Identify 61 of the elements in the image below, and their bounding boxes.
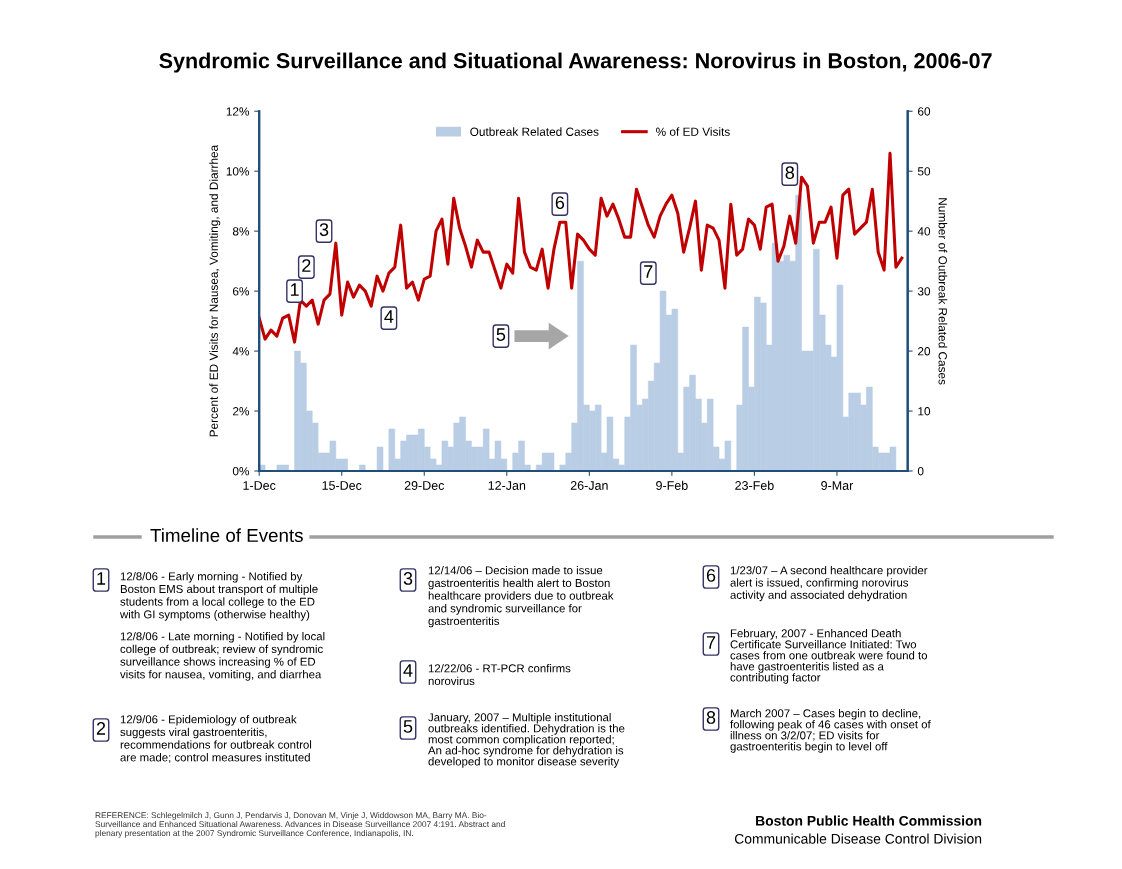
x-tick-label: 26-Jan (570, 481, 608, 490)
annotation: 7 (644, 265, 653, 278)
annotation: 4 (384, 310, 394, 323)
y-tick-label: 4% (232, 347, 250, 356)
x-tick-label: 23-Feb (735, 480, 774, 490)
line-series (259, 151, 904, 344)
text: January, 2007 – Multiple institutional outbreaks identified. Dehydration is the most common complication reported; An ad-hoc syndrome for dehydration is developed to monitor disease severity (428, 713, 625, 768)
y2-axis-title: Number of Outbreak Related Cases (938, 198, 948, 385)
y-tick-label: 10% (226, 167, 250, 176)
annotation: 2 (302, 259, 311, 272)
text: Timeline of Events (150, 528, 303, 543)
y-tick-label: 0% (232, 467, 250, 476)
bar (388, 428, 396, 471)
y-tick-label: 12% (226, 107, 250, 116)
text: 7 (706, 636, 716, 649)
text: 4 (403, 664, 413, 677)
y2-tick-label: 40 (917, 227, 931, 236)
text: 1/23/07 – A second healthcare provider alert is issued, confirming norovirus activity and associated dehydration (730, 566, 928, 602)
annotation: 8 (785, 166, 795, 180)
chart-title: Syndromic Surveillance and Situational Awareness: Norovirus in Boston, 2006-07 (159, 52, 992, 73)
y-tick-label: 8% (232, 227, 250, 236)
text: 8 (706, 711, 716, 724)
legend-label: Outbreak Related Cases (470, 127, 599, 136)
y2-tick-label: 30 (917, 287, 931, 296)
y2-tick-label: 50 (917, 167, 931, 176)
text: 12/22/06 - RT-PCR confirms norovirus (428, 664, 571, 686)
text: Communicable Disease Control Division (734, 833, 982, 844)
bar (259, 464, 266, 471)
annotation: 5 (496, 328, 506, 341)
text: 12/14/06 – Decision made to issue gastroenteritis health alert to Boston healthcare providers due to outbreak and syndromic surveillance for gastroenteritis (428, 566, 614, 628)
x-tick-label: 1-Dec (243, 481, 276, 490)
text: 12/8/06 - Late morning - Notified by local college of outbreak; review of syndromic surveillance shows increasing % of ED visits for nausea, vomiting, and diarrhea (120, 632, 325, 681)
y-tick-label: 6% (233, 287, 250, 296)
y2-tick-label: 60 (918, 107, 931, 116)
y2-tick-label: 0 (917, 467, 924, 476)
text: 1 (97, 572, 106, 585)
text: Boston Public Health Commission (756, 815, 982, 826)
y2-tick-label: 20 (918, 347, 931, 356)
legend-label: % of ED Visits (656, 127, 730, 136)
y2-tick-label: 10 (918, 407, 931, 416)
text: 2 (96, 722, 106, 735)
y-tick-label: 2% (232, 407, 250, 416)
annotation: 3 (319, 223, 329, 236)
annotation: 1 (290, 283, 299, 296)
text: March 2007 – Cases begin to decline, following peak of 46 cases with onset of illness on 3/2/07; ED visits for gastroenteritis begin to level off (730, 709, 931, 753)
x-tick-label: 12-Jan (488, 481, 526, 490)
text: February, 2007 - Enhanced Death Certificate Surveillance Initiated: Two cases from one outbreak were found to have gastroenteritis listed as a contributing factor (730, 629, 928, 684)
text: 3 (403, 572, 413, 585)
bar (376, 446, 384, 471)
text: 12/8/06 - Early morning - Notified by Boston EMS about transport of multiple students from a local college to the ED with GI symptoms (otherwise healthy) (119, 572, 318, 621)
x-tick-label: 9-Feb (656, 480, 688, 490)
annotation: 6 (555, 196, 565, 210)
bar (359, 464, 366, 471)
text: 12/9/06 - Epidemiology of outbreak suggests viral gastroenteritis, recommendations for outbreak control are made; control measures instituted (120, 715, 312, 763)
y-axis-title: Percent of ED Visits for Nausea, Vomiting, and Diarrhea (209, 144, 221, 437)
text: REFERENCE: Schlegelmilch J, Gunn J, Pendarvis J, Donovan M, Vinje J, Widdowson MA, Barry MA. Bio- Surveillance and Enhanced Situational Awareness. Advances in Disease Surveillance 2007 4:191. Abstract and plenary presentation at the 2007 Syndromic Surveillance Conference, Indianapolis, IN. (95, 812, 505, 838)
x-tick-label: 9-Mar (821, 481, 854, 490)
text: 6 (706, 569, 716, 582)
x-tick-label: 29-Dec (404, 481, 445, 490)
text: 5 (403, 720, 413, 733)
x-tick-label: 15-Dec (322, 481, 362, 490)
